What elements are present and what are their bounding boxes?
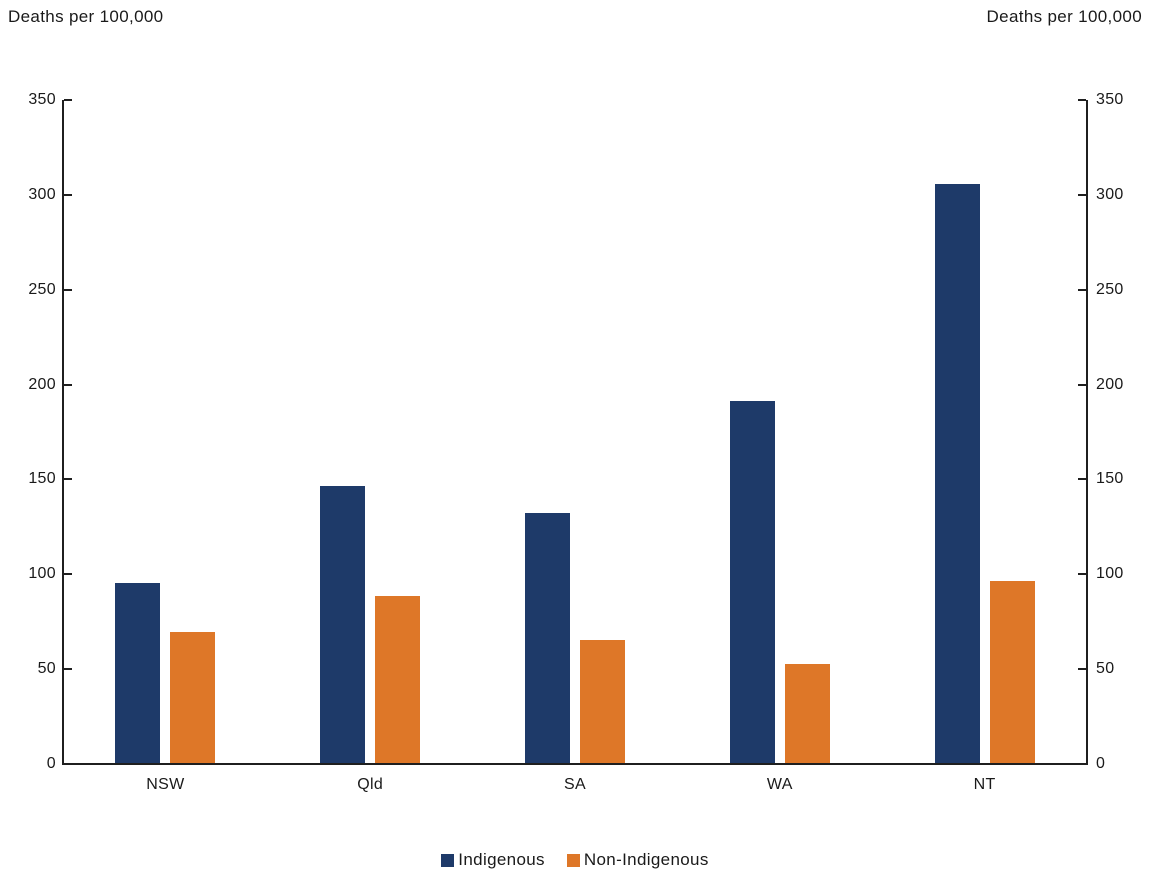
y-tick-label-right-200: 200 [1096,375,1124,393]
y-tick-left-100 [64,573,72,576]
bar-indigenous-nt [935,184,980,763]
legend-swatch-indigenous-icon [441,853,455,867]
x-label-qld: Qld [357,776,384,793]
y-tick-label-right-300: 300 [1096,185,1124,203]
y-axis-right [1086,100,1088,765]
y-tick-label-left-100: 100 [28,565,56,583]
left-axis-title: Deaths per 100,000 [8,7,164,26]
y-tick-right-350 [1078,99,1086,101]
y-tick-label-left-150: 150 [28,470,56,488]
legend: Indigenous Non-Indigenous [0,850,1150,870]
y-tick-label-right-150: 150 [1096,470,1124,488]
y-tick-label-right-100: 100 [1096,565,1124,583]
bar-non-indigenous-nt [990,581,1035,763]
legend-label-indigenous: Indigenous [458,850,545,869]
right-axis-title: Deaths per 100,000 [986,7,1142,26]
x-axis [62,763,1088,765]
x-label-nsw: NSW [146,776,185,793]
y-tick-label-left-250: 250 [28,280,56,298]
y-tick-label-left-0: 0 [46,755,56,772]
y-tick-right-150 [1078,478,1086,481]
x-label-sa: SA [564,776,586,793]
legend-swatch-non-indigenous-icon [566,853,580,867]
legend-item-indigenous: Indigenous [441,850,545,870]
bar-non-indigenous-nsw [170,632,215,763]
bar-indigenous-wa [730,401,775,763]
bar-indigenous-sa [525,513,570,763]
y-tick-right-200 [1078,383,1086,386]
y-tick-right-50 [1078,668,1086,671]
legend-label-non-indigenous: Non-Indigenous [583,850,709,869]
x-label-wa: WA [766,776,793,793]
y-tick-left-350 [64,99,72,101]
bar-non-indigenous-wa [785,664,830,763]
y-tick-left-250 [64,288,72,291]
y-axis-left [62,100,64,765]
legend-item-non-indigenous: Non-Indigenous [566,850,709,870]
y-tick-label-left-350: 350 [28,91,56,108]
y-tick-left-200 [64,383,72,386]
bar-non-indigenous-sa [580,640,625,763]
y-tick-label-right-50: 50 [1096,660,1115,678]
y-tick-label-left-50: 50 [37,660,56,678]
y-tick-label-right-250: 250 [1096,280,1124,298]
y-tick-left-150 [64,478,72,481]
y-tick-left-300 [64,193,72,196]
y-tick-right-250 [1078,288,1086,291]
bar-indigenous-qld [320,486,365,763]
y-tick-label-left-200: 200 [28,375,56,393]
y-tick-right-100 [1078,573,1086,576]
bar-indigenous-nsw [115,583,160,763]
y-tick-label-left-300: 300 [28,185,56,203]
bar-non-indigenous-qld [375,596,420,763]
y-tick-right-300 [1078,193,1086,196]
y-tick-left-50 [64,668,72,671]
x-label-nt: NT [973,776,996,793]
y-tick-label-right-0: 0 [1096,755,1106,772]
y-tick-label-right-350: 350 [1096,91,1124,108]
